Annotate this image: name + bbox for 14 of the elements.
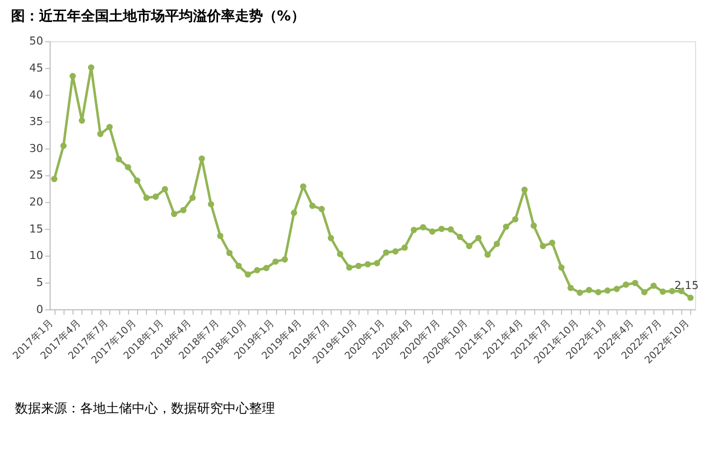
y-tick-label: 40	[29, 88, 44, 102]
y-tick-label: 0	[36, 302, 44, 316]
y-tick-label: 10	[29, 249, 44, 262]
y-tick-label: 45	[29, 61, 44, 74]
y-tick-label: 5	[36, 276, 44, 289]
y-tick-label: 35	[29, 115, 44, 128]
data-label: 2.15	[674, 278, 699, 292]
source-note: 数据来源：各地土储中心，数据研究中心整理	[14, 400, 275, 417]
y-tick-label: 15	[29, 222, 44, 236]
y-tick-label: 25	[29, 168, 44, 182]
y-tick-label: 20	[29, 196, 44, 209]
y-tick-label: 30	[29, 142, 44, 155]
chart-title: 图：近五年全国土地市场平均溢价率走势（%）	[10, 7, 305, 24]
y-tick-label: 50	[29, 34, 44, 48]
